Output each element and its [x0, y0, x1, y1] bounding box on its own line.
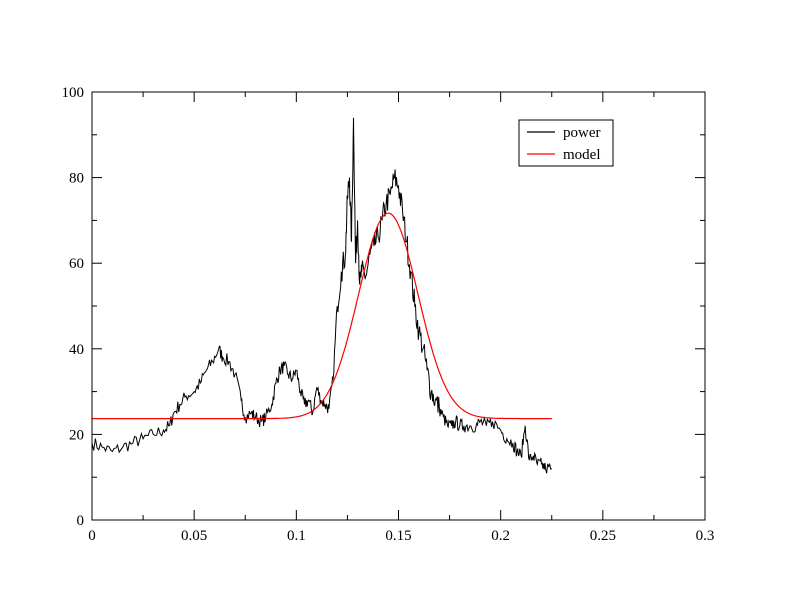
legend: power model: [518, 119, 614, 167]
y-tick-label: 40: [69, 342, 84, 358]
legend-box: [518, 119, 614, 167]
x-tick-label: 0.05: [181, 528, 207, 544]
plot-area-frame: [91, 91, 706, 521]
series-power-line: [91, 117, 553, 474]
y-tick-label: 20: [69, 427, 84, 443]
x-tick-label: 0.15: [385, 528, 411, 544]
x-tick-label: 0.1: [287, 528, 306, 544]
y-tick-label: 100: [62, 85, 85, 101]
y-tick-label: 80: [69, 171, 84, 187]
axis-tick-labels: 0 0.05 0.1 0.15 0.2 0.25 0.3 0 20 40 60 80 100: [62, 85, 715, 544]
x-tick-label: 0.25: [590, 528, 616, 544]
y-tick-label: 60: [69, 256, 84, 272]
legend-label-model: model: [563, 147, 601, 163]
y-tick-label: 0: [77, 513, 85, 529]
x-tick-label: 0.2: [491, 528, 510, 544]
series-model-line: [92, 212, 552, 420]
legend-label-power: power: [563, 125, 601, 141]
series-lines: [91, 117, 553, 474]
x-tick-label: 0: [88, 528, 96, 544]
x-tick-label: 0.3: [696, 528, 715, 544]
